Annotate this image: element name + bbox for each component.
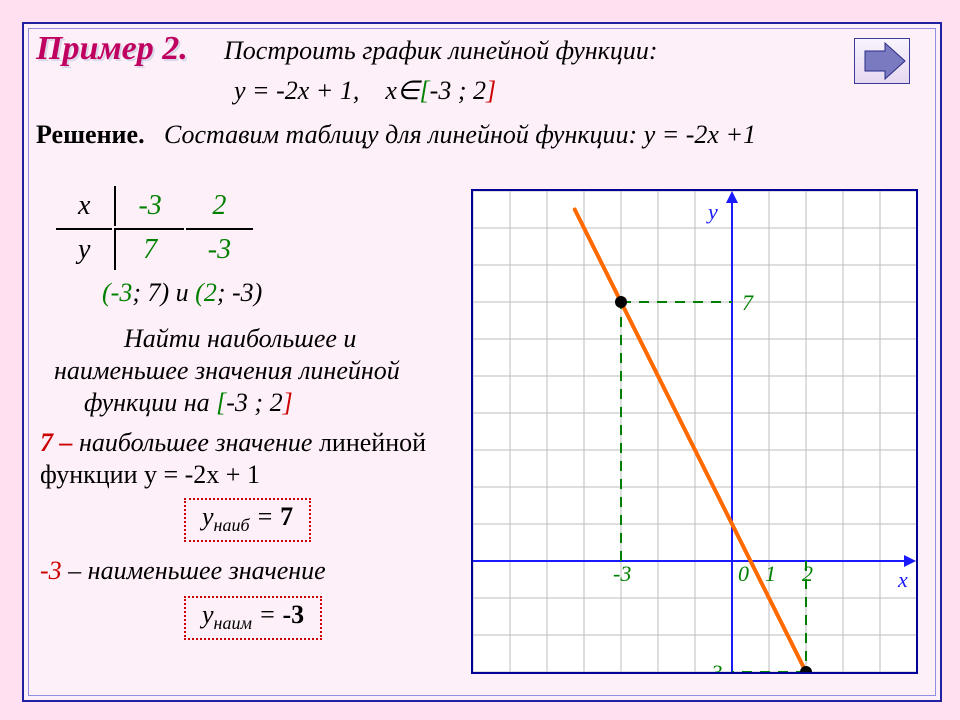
y1: 7 — [114, 228, 183, 270]
svg-text:-3: -3 — [613, 561, 631, 586]
ymin-sub: наим — [214, 613, 252, 633]
pt-a: (-3 — [102, 278, 132, 307]
ymax-box: yнаиб = 7 — [184, 498, 311, 542]
svg-text:0: 0 — [738, 561, 749, 586]
task2-l1: Найти наибольшее и — [124, 324, 356, 354]
int-a: -3 — [430, 76, 458, 105]
svg-text:1: 1 — [765, 561, 776, 586]
pt-b: ; 7) — [132, 278, 169, 307]
arrow-right-icon — [855, 39, 909, 83]
min-label: – наименьшее значение — [68, 556, 326, 585]
value-table: x -3 2 y 7 -3 — [54, 184, 255, 272]
ymax-y: y — [202, 502, 214, 531]
max-line1: 7 – наибольшее значение линейной — [40, 428, 426, 458]
svg-text:-3: -3 — [704, 660, 722, 672]
max-label: наибольшее значение — [79, 428, 319, 457]
int2-b: 2 — [270, 388, 283, 417]
svg-text:7: 7 — [742, 290, 754, 315]
int2-a: -3 — [226, 388, 254, 417]
svg-text:x: x — [897, 567, 908, 592]
pt-and: и — [169, 278, 195, 307]
min-line: -3 – наименьшее значение — [40, 556, 326, 586]
br-close: ] — [486, 76, 496, 105]
x2: 2 — [186, 186, 253, 226]
y2: -3 — [186, 228, 253, 270]
next-arrow-button[interactable] — [854, 38, 910, 84]
ymin-box: yнаим = -3 — [184, 596, 322, 640]
graph-panel: 01 2 -3 7 -3 x y — [471, 189, 918, 674]
ymax-sub: наиб — [214, 515, 250, 535]
task2-l3a: функции на — [84, 388, 216, 417]
ymin-eq: = — [252, 600, 283, 629]
int-sep: ; — [458, 76, 473, 105]
example-title: Пример 2. — [36, 30, 188, 68]
br2-close: ] — [283, 388, 293, 417]
task-text: Построить график линейной функции: — [224, 36, 658, 66]
min-3: -3 — [40, 556, 68, 585]
ymax-eq: = — [250, 502, 281, 531]
eq-x: x — [385, 76, 397, 105]
table-intro: Составим таблицу для линейной функции: y… — [164, 120, 756, 150]
pt-e: ; -3) — [217, 278, 262, 307]
br-open: [ — [420, 76, 430, 105]
slide-frame: Пример 2. Построить график линейной функ… — [22, 22, 942, 702]
points-text: (-3; 7) и (2; -3) — [102, 278, 262, 308]
ymin-val: -3 — [283, 600, 305, 629]
eq-in: ∈ — [397, 76, 420, 105]
solution-label: Решение. — [36, 120, 145, 150]
ymin-y: y — [202, 600, 214, 629]
graph-svg: 01 2 -3 7 -3 x y — [473, 191, 916, 672]
int2-sep: ; — [254, 388, 269, 417]
max-line2: функции y = -2x + 1 — [40, 460, 260, 490]
task2-l3: функции на [-3 ; 2] — [84, 388, 293, 418]
th-x: x — [56, 186, 112, 226]
pt-d: (2 — [195, 278, 217, 307]
ymax-val: 7 — [280, 502, 293, 531]
th-y: y — [56, 228, 112, 270]
max-7: 7 – — [40, 428, 79, 457]
x1: -3 — [114, 186, 183, 226]
max-tail: линейной — [319, 428, 426, 457]
int-b: 2 — [473, 76, 486, 105]
equation: y = -2x + 1, x∈[-3 ; 2] — [234, 76, 496, 106]
task2-l2: наименьшее значения линейной — [54, 356, 400, 386]
svg-text:y: y — [706, 199, 718, 224]
br2-open: [ — [216, 388, 226, 417]
svg-text:2: 2 — [802, 561, 813, 586]
eq-y: y = -2x + 1, — [234, 76, 359, 105]
